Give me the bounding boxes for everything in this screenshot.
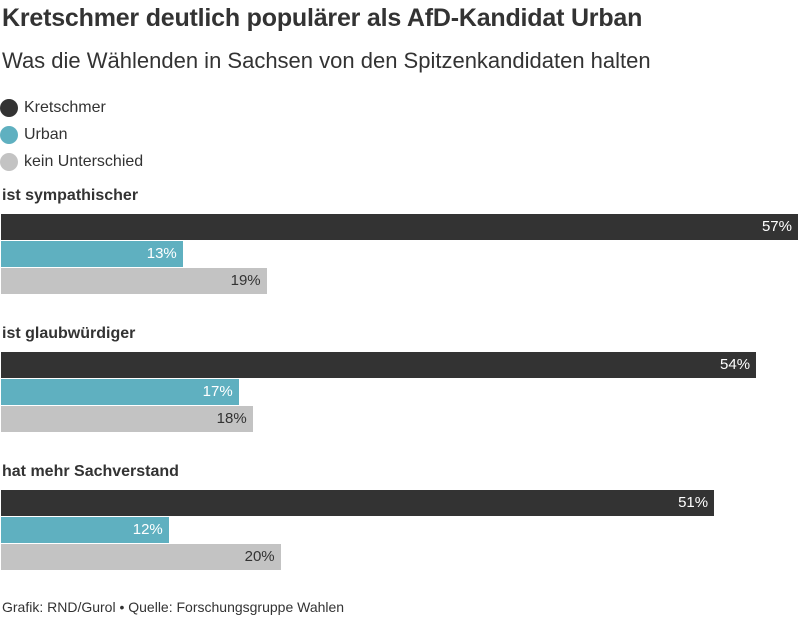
category-label: ist glaubwürdiger xyxy=(2,325,136,342)
bar: 13% xyxy=(1,241,183,267)
legend-item: Kretschmer xyxy=(0,94,143,121)
bar: 12% xyxy=(1,517,169,543)
bar-value-label: 13% xyxy=(146,245,177,262)
source-footer: Grafik: RND/Gurol • Quelle: Forschungsgr… xyxy=(2,599,345,615)
bar-value-label: 12% xyxy=(132,521,163,538)
legend-swatch xyxy=(0,98,18,117)
bar: 20% xyxy=(1,544,281,570)
legend-label: Urban xyxy=(24,125,68,143)
legend-label: kein Unterschied xyxy=(24,152,144,170)
category-label: hat mehr Sachverstand xyxy=(2,463,179,480)
legend-label: Kretschmer xyxy=(24,98,106,116)
chart-subtitle: Was die Wählenden in Sachsen von den Spi… xyxy=(2,48,651,73)
chart-title: Kretschmer deutlich populärer als AfD-Ka… xyxy=(2,4,643,32)
bar-value-label: 51% xyxy=(678,494,709,511)
legend: Kretschmer Urban kein Unterschied xyxy=(0,94,143,175)
bar: 57% xyxy=(1,214,798,240)
bar-value-label: 17% xyxy=(202,383,233,400)
bar-value-label: 19% xyxy=(230,272,261,289)
bar: 18% xyxy=(1,406,253,432)
bar: 19% xyxy=(1,268,267,294)
category-label: ist sympathischer xyxy=(2,187,139,204)
bar: 54% xyxy=(1,352,757,378)
bar: 17% xyxy=(1,379,239,405)
bar-value-label: 20% xyxy=(244,548,275,565)
bar-value-label: 18% xyxy=(216,410,247,427)
legend-item: kein Unterschied xyxy=(0,148,143,175)
legend-item: Urban xyxy=(0,121,143,148)
legend-swatch xyxy=(0,152,18,171)
legend-swatch xyxy=(0,125,18,144)
bar: 51% xyxy=(1,490,715,516)
bar-value-label: 57% xyxy=(761,218,792,235)
bar-value-label: 54% xyxy=(720,356,751,373)
